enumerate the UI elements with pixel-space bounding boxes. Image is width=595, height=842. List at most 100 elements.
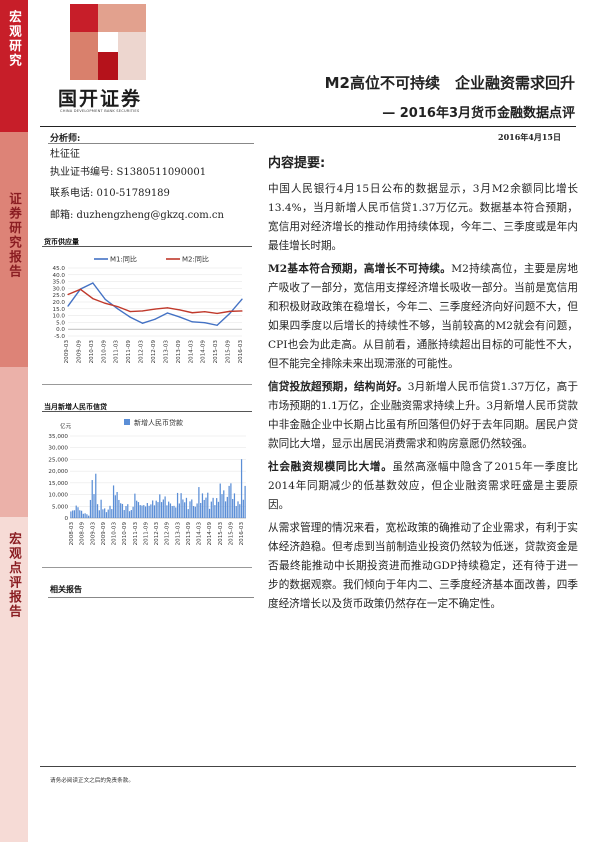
x-tick-label: 2008-03 — [69, 522, 75, 546]
x-tick-label: 2016-03 — [239, 522, 245, 546]
loan-bar — [128, 511, 131, 518]
paragraph-lead: M2基本符合预期，高增长不可持续。 — [268, 263, 452, 275]
money-supply-chart: 45.040.035.030.025.020.015.010.05.00.0-5… — [42, 250, 252, 382]
loan-bar — [166, 505, 168, 518]
loan-bar — [217, 501, 220, 518]
loan-bar — [200, 503, 202, 518]
series-point — [166, 312, 169, 314]
sidebar-bottom-label: 宏观点评报告 — [7, 532, 22, 619]
y-tick-label: 10.0 — [53, 314, 66, 320]
loan-bar — [136, 500, 138, 518]
series-point — [191, 312, 193, 314]
loan-bar — [72, 510, 74, 518]
x-tick-label: 2013-09 — [186, 522, 192, 546]
analyst-phone: 联系电话: 010-51789189 — [50, 188, 170, 199]
y-tick-label: 40.0 — [53, 273, 66, 279]
loan-bar — [210, 501, 212, 518]
paragraph-lead: 信贷投放超预期，结构尚好。 — [268, 381, 408, 393]
x-tick-label: 2012-03 — [139, 340, 145, 364]
loan-bar — [191, 499, 193, 518]
loan-bar — [132, 506, 134, 518]
loan-bar — [205, 497, 207, 518]
loan-bar — [130, 510, 132, 518]
loan-bar — [223, 490, 225, 518]
x-tick-label: 2009-03 — [64, 340, 70, 364]
loan-bar — [150, 504, 152, 518]
loan-bar — [88, 515, 90, 518]
paragraph-credit: 信贷投放超预期，结构尚好。3月新增人民币信贷1.37万亿，高于市场预期的1.1万… — [268, 378, 578, 454]
chart2-title-rule — [42, 411, 252, 412]
loan-bar — [196, 503, 198, 518]
y-tick-label: 30.0 — [53, 286, 66, 292]
new-loans-chart: 35,000 30,000 25,000 20,000 15,000 10,000 5,00… — [42, 414, 252, 564]
x-tick-label: 2010-09 — [101, 340, 107, 364]
loan-bar — [112, 485, 115, 518]
loan-bar — [96, 504, 99, 518]
loan-bar — [114, 495, 116, 518]
sidebar-segment-light — [0, 367, 28, 517]
loan-bar — [173, 505, 175, 518]
loan-bar — [207, 492, 209, 518]
loan-bar — [86, 514, 88, 518]
loan-bar — [198, 487, 200, 518]
loan-bar — [185, 497, 188, 518]
x-tick-label: 2011-09 — [126, 340, 132, 364]
loan-bar — [155, 500, 157, 518]
series-point — [241, 298, 243, 300]
legend-swatch — [124, 419, 130, 425]
loan-bar — [176, 492, 179, 518]
loan-bar — [95, 473, 97, 518]
series-point — [216, 312, 218, 315]
paragraph-text: 虽然高涨幅中隐含了2015年一季度比2014年同期减少的低基数效应，但企业融资需… — [268, 461, 579, 511]
y-tick-label: 0 — [64, 516, 68, 522]
loan-bar — [168, 501, 170, 518]
analyst-rule — [48, 143, 254, 144]
loan-bar — [212, 497, 214, 518]
analyst-email[interactable]: 邮箱: duzhengzheng@gkzq.com.cn — [50, 210, 224, 221]
loan-bar — [77, 507, 79, 518]
x-tick-label: 2010-03 — [89, 340, 95, 364]
loan-bar — [230, 483, 232, 518]
loan-bar — [153, 505, 156, 518]
y-tick-label: 30,000 — [48, 446, 68, 452]
x-tick-label: 2015-09 — [228, 522, 234, 546]
loan-bar — [240, 459, 243, 518]
loan-bar — [214, 505, 216, 518]
x-tick-label: 2014-03 — [197, 522, 203, 546]
y-tick-label: 25,000 — [48, 457, 68, 463]
logo-english: CHINA DEVELOPMENT BANK SECURITIES — [60, 109, 140, 113]
x-tick-label: 2012-03 — [154, 522, 160, 546]
sidebar-segment-pink — [0, 132, 28, 367]
analyst-name: 杜征征 — [50, 149, 80, 160]
paragraph-outlook: 从需求管理的情况来看，宽松政策的确推动了企业需求，有利于实体经济趋稳。但考虑到当… — [268, 519, 578, 614]
series-point — [166, 307, 169, 309]
chart1-title-rule — [42, 246, 252, 247]
loan-bar — [219, 483, 221, 518]
loan-bar — [178, 503, 180, 518]
loan-bar — [242, 499, 244, 518]
related-reports-label: 相关报告 — [50, 585, 82, 594]
series-point — [179, 316, 181, 318]
paragraph-text: 3月新增人民币信贷1.37万亿，高于市场预期的1.1万亿，企业融资需求持续上升。… — [268, 381, 579, 450]
loan-bar — [208, 508, 211, 518]
series-point — [92, 298, 94, 300]
loan-bar — [194, 506, 196, 518]
series-point — [67, 305, 69, 307]
loan-bar — [233, 493, 236, 518]
loan-bar — [148, 505, 150, 518]
series-point — [191, 321, 193, 323]
loan-bar — [162, 499, 164, 518]
x-tick-label: 2012-09 — [165, 522, 171, 546]
y-tick-label: 20.0 — [53, 300, 66, 306]
loan-bar — [107, 509, 109, 518]
loan-bar — [244, 485, 246, 518]
loan-bar — [237, 501, 239, 518]
loan-bar — [164, 496, 166, 518]
legend-label: 新增人民币贷款 — [134, 418, 183, 427]
loan-bar — [235, 506, 237, 518]
analyst-label: 分析师: — [50, 134, 81, 144]
loan-bar — [105, 512, 108, 518]
x-tick-label: 2011-09 — [143, 522, 149, 546]
x-tick-label: 2009-09 — [76, 340, 82, 364]
paragraph-text: 从需求管理的情况来看，宽松政策的确推动了企业需求，有利于实体经济趋稳。但考虑到当… — [268, 522, 578, 610]
